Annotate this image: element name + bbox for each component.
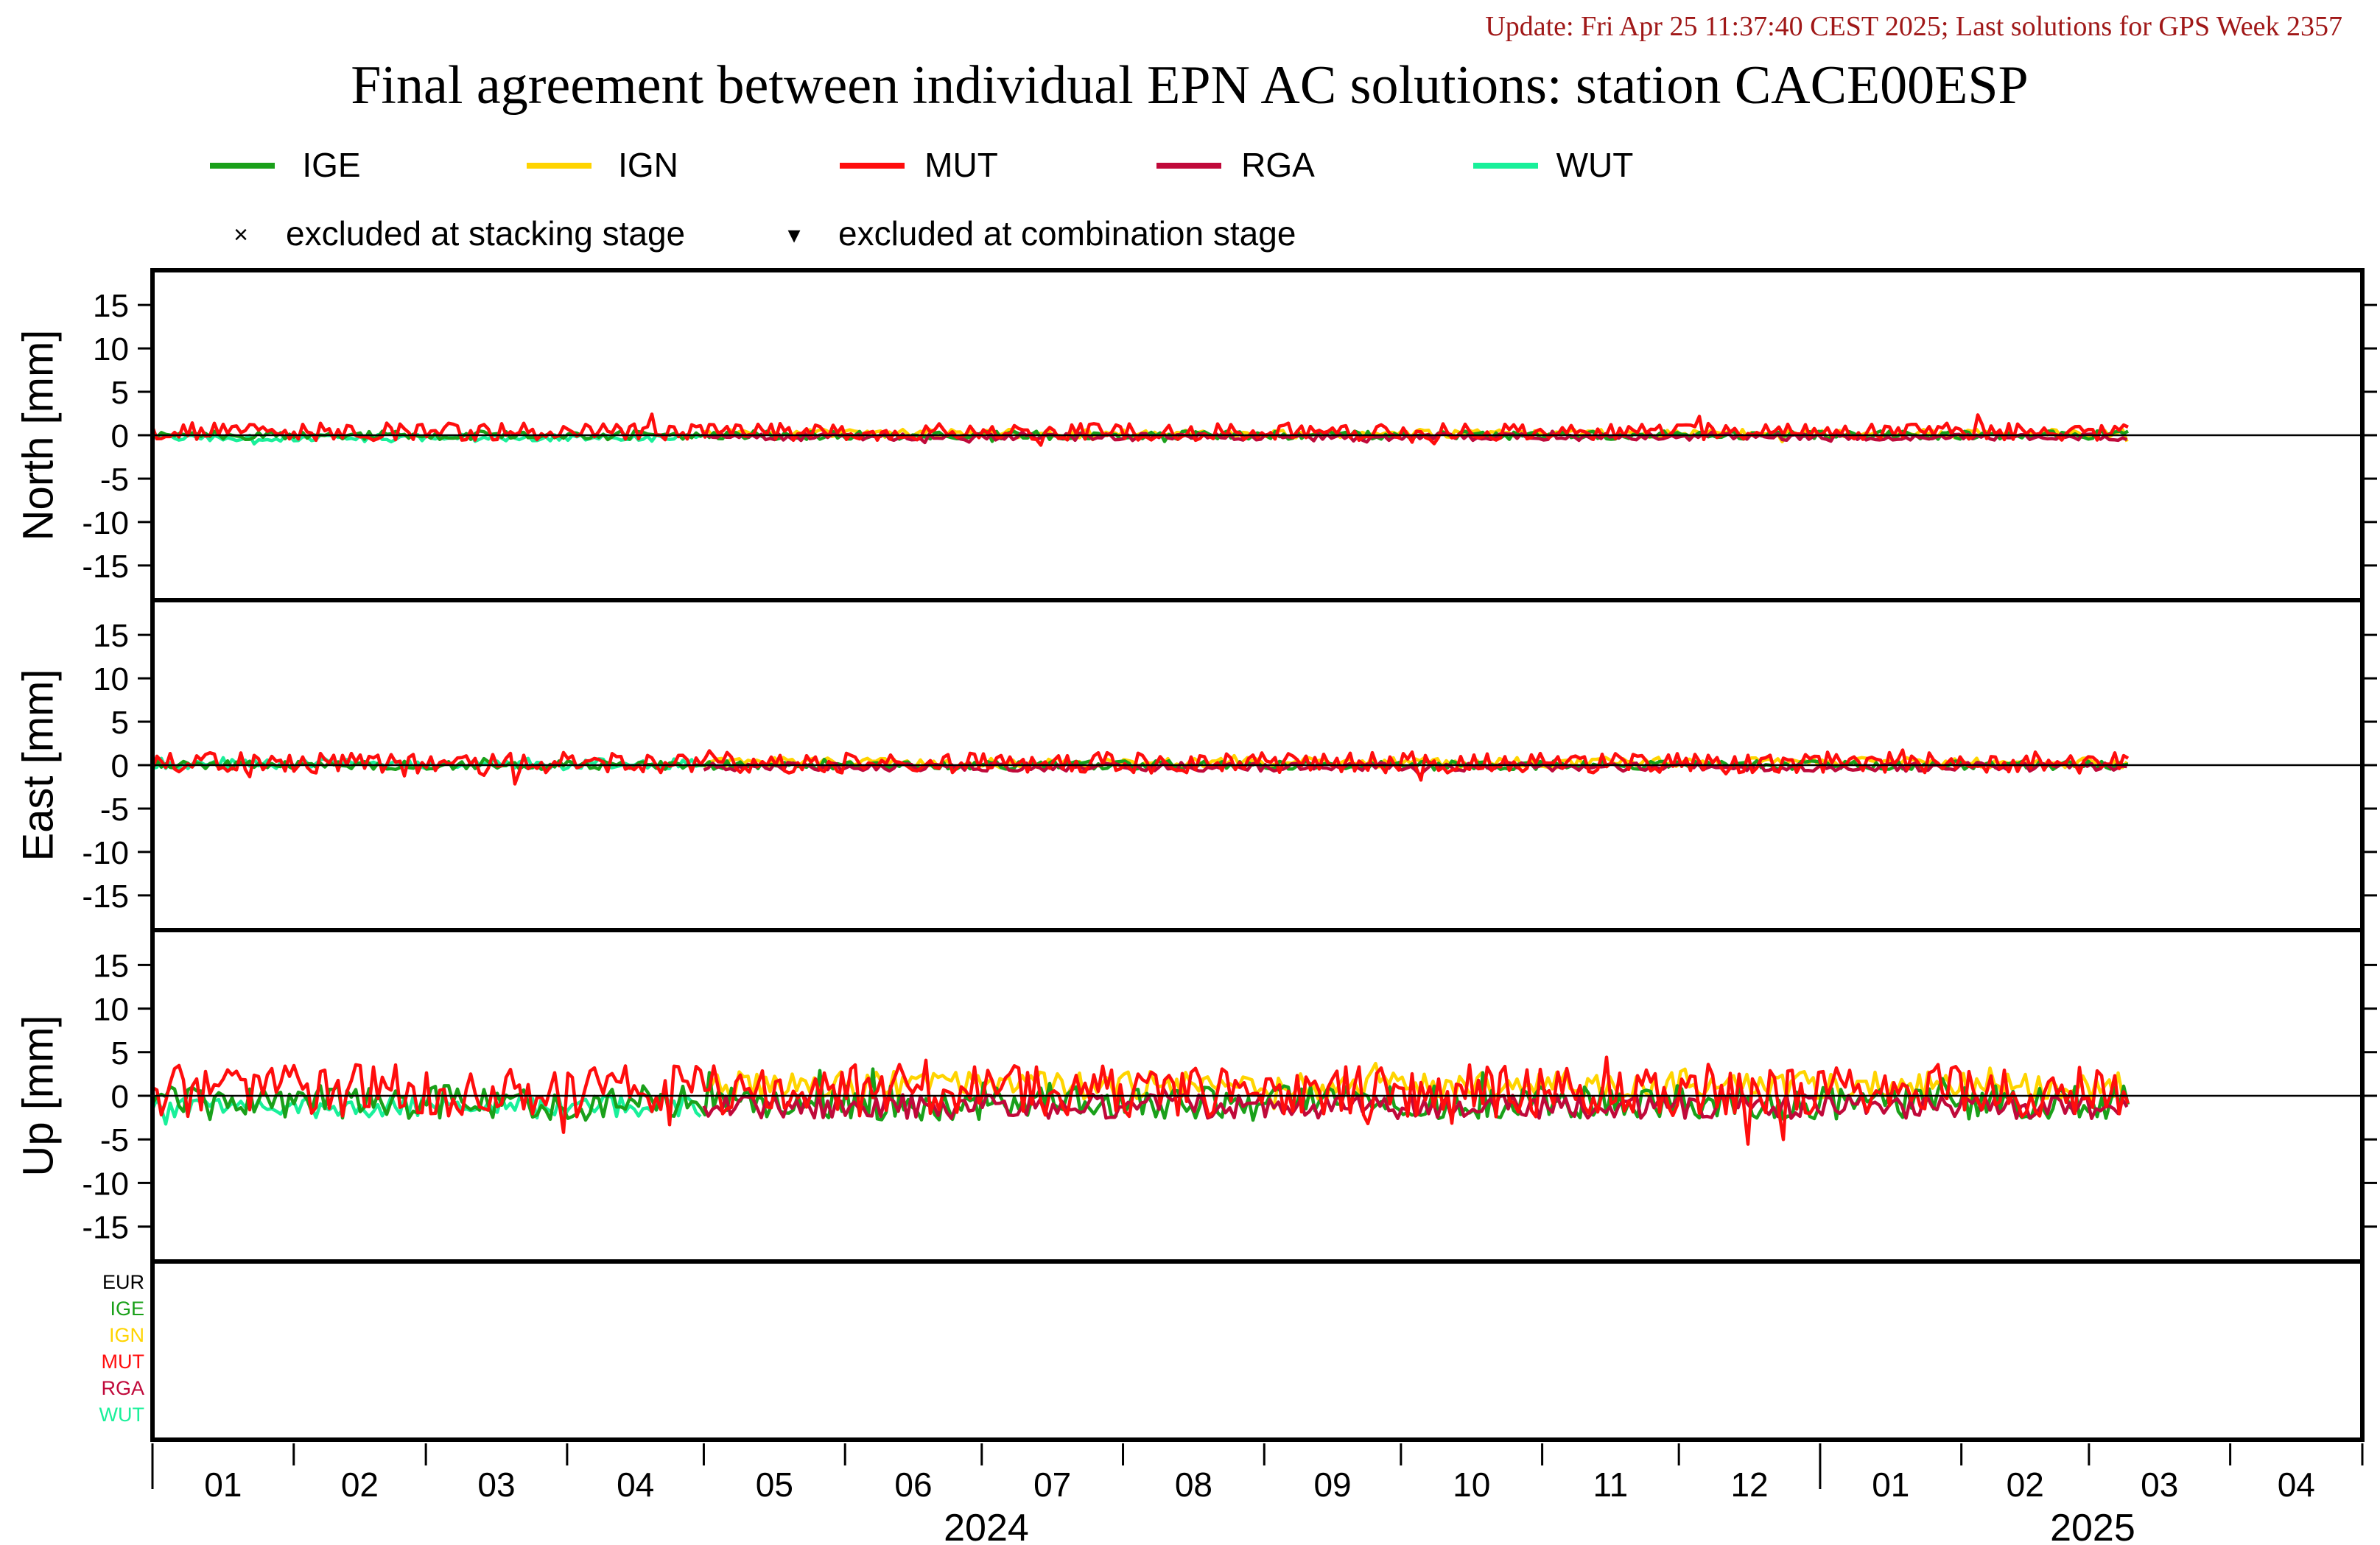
panel-frame-exclusions xyxy=(150,1259,2365,1442)
ytick-label-north: 0 xyxy=(111,418,129,454)
xtick-label-month: 09 xyxy=(1313,1465,1351,1504)
series-group-east xyxy=(152,748,2130,786)
series-group-up xyxy=(152,1055,2130,1146)
ytick-label-up: 15 xyxy=(93,948,129,984)
ylabel-up: Up [mm] xyxy=(15,1015,63,1176)
exclusion-label-eur: EUR xyxy=(102,1271,144,1293)
panel-up: 15 10 5 0 -5 -10 -15 Up [mm] xyxy=(15,928,2377,1264)
ytick-label-north: -10 xyxy=(82,505,129,541)
ylabel-east: East [mm] xyxy=(15,669,63,861)
legend: IGE IGN MUT RGA WUT × excluded at stacking sta… xyxy=(210,146,1633,253)
ytick-label-north: -5 xyxy=(100,462,129,498)
xtick-label-month: 01 xyxy=(1872,1465,1909,1504)
ytick-label-north: 15 xyxy=(93,288,129,324)
xtick-label-month: 02 xyxy=(2007,1465,2044,1504)
legend-label-mut: MUT xyxy=(924,146,998,184)
update-text: Update: Fri Apr 25 11:37:40 CEST 2025; L… xyxy=(1485,11,2342,42)
ytick-label-east: -5 xyxy=(100,792,129,828)
xaxis-year-label: 2025 xyxy=(2050,1507,2135,1545)
legend-label-rga: RGA xyxy=(1241,146,1315,184)
xtick-label-month: 11 xyxy=(1593,1465,1628,1504)
legend-marker-label-combination: excluded at combination stage xyxy=(838,214,1296,253)
ytick-label-north: 5 xyxy=(111,375,129,411)
exclusion-label-ign: IGN xyxy=(109,1324,144,1346)
xtick-label-month: 05 xyxy=(756,1465,793,1504)
xtick-label-month: 03 xyxy=(477,1465,515,1504)
ytick-label-north: -15 xyxy=(82,549,129,585)
ytick-label-north: 10 xyxy=(93,331,129,367)
xtick-label-month: 01 xyxy=(204,1465,242,1504)
legend-marker-stacking: × xyxy=(234,221,248,249)
ytick-label-up: -10 xyxy=(82,1166,129,1202)
xtick-label-month: 10 xyxy=(1453,1465,1490,1504)
xtick-label-month: 06 xyxy=(894,1465,932,1504)
ytick-label-up: -15 xyxy=(82,1210,129,1246)
xtick-label-month: 12 xyxy=(1730,1465,1768,1504)
panel-exclusions: EUR IGE IGN MUT RGA WUT xyxy=(99,1259,2365,1442)
chart-title: Final agreement between individual EPN A… xyxy=(351,55,2028,116)
legend-label-ign: IGN xyxy=(618,146,678,184)
legend-label-wut: WUT xyxy=(1556,146,1634,184)
xaxis-year-label: 2024 xyxy=(944,1507,1029,1545)
ytick-label-east: 5 xyxy=(111,705,129,741)
xtick-label-month: 04 xyxy=(617,1465,654,1504)
ytick-label-east: -10 xyxy=(82,835,129,871)
ytick-label-east: -15 xyxy=(82,879,129,915)
ytick-label-up: 5 xyxy=(111,1035,129,1071)
plot-panels: 15 10 5 0 -5 -10 -15 North [mm] 15 10 5 0 -5 -10 -15 Ea… xyxy=(15,268,2377,1442)
exclusion-label-wut: WUT xyxy=(99,1404,144,1426)
legend-label-ige: IGE xyxy=(302,146,360,184)
ytick-label-east: 10 xyxy=(93,661,129,697)
series-group-north xyxy=(152,412,2130,447)
xtick-label-month: 08 xyxy=(1175,1465,1212,1504)
ytick-label-up: -5 xyxy=(100,1122,129,1158)
legend-marker-label-stacking: excluded at stacking stage xyxy=(286,214,685,253)
xtick-label-month: 02 xyxy=(341,1465,379,1504)
panel-north: 15 10 5 0 -5 -10 -15 North [mm] xyxy=(15,268,2377,602)
xtick-label-month: 04 xyxy=(2278,1465,2315,1504)
exclusion-label-mut: MUT xyxy=(102,1351,144,1373)
series-line-up-ign xyxy=(702,1061,2128,1111)
xtick-label-month: 07 xyxy=(1033,1465,1071,1504)
ytick-label-up: 10 xyxy=(93,992,129,1028)
xtick-label-month: 03 xyxy=(2141,1465,2178,1504)
series-line-north-mut xyxy=(152,412,2129,447)
panel-east: 15 10 5 0 -5 -10 -15 East [mm] xyxy=(15,598,2377,932)
x-axis: 01 02 03 04 05 06 07 08 09 10 11 12 01 02 03 04 2024 2025 xyxy=(151,1443,2364,1545)
ytick-label-up: 0 xyxy=(111,1079,129,1115)
legend-marker-combination: ▾ xyxy=(787,221,800,249)
exclusion-label-ige: IGE xyxy=(110,1298,144,1320)
ylabel-north: North [mm] xyxy=(15,330,63,541)
exclusion-label-rga: RGA xyxy=(101,1377,144,1399)
series-line-east-mut xyxy=(152,748,2130,786)
ytick-label-east: 0 xyxy=(111,748,129,784)
ytick-label-east: 15 xyxy=(93,618,129,654)
